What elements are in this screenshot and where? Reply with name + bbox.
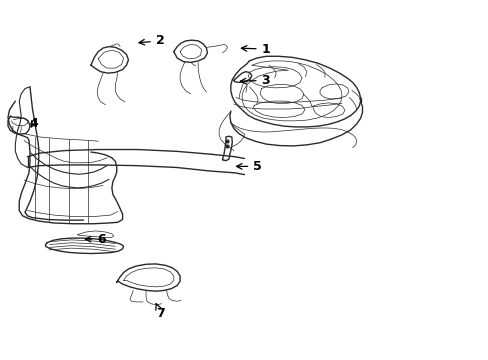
Text: 4: 4 (29, 117, 38, 130)
Text: 2: 2 (139, 34, 164, 48)
Text: 1: 1 (241, 42, 270, 55)
Text: 3: 3 (240, 74, 270, 87)
Text: 6: 6 (85, 233, 105, 246)
Text: 5: 5 (236, 160, 262, 173)
Text: 7: 7 (156, 304, 164, 320)
